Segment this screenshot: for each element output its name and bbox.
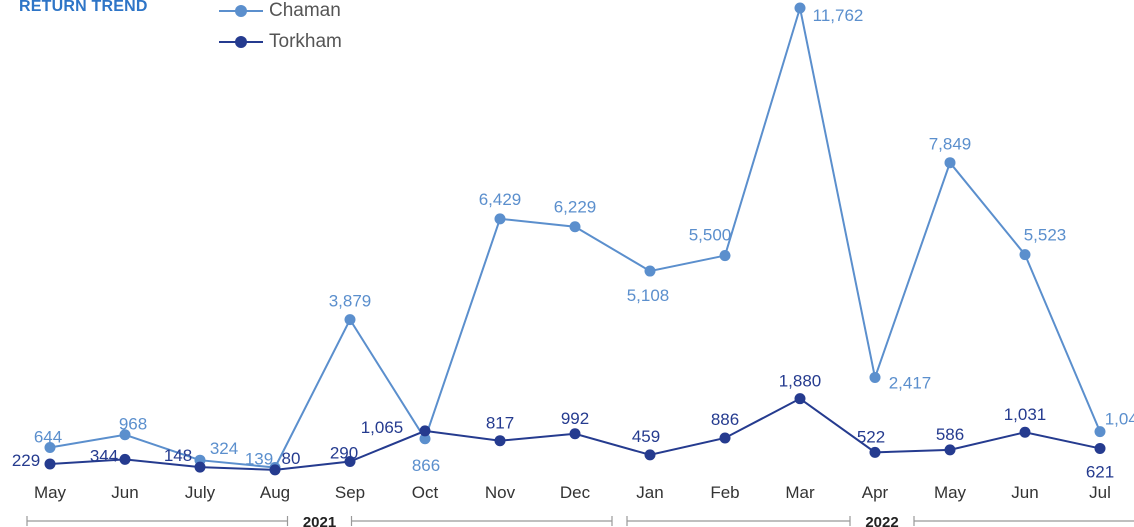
- x-tick-label: July: [185, 483, 216, 502]
- x-tick-label: Dec: [560, 483, 591, 502]
- data-label-torkham: 229: [12, 451, 40, 470]
- series-line-chaman: [49, 7, 1101, 469]
- data-label-torkham: 459: [632, 427, 660, 446]
- data-label-torkham: 992: [561, 409, 589, 428]
- data-point-torkham: [719, 432, 731, 444]
- data-point-torkham: [1094, 442, 1106, 454]
- data-label-chaman: 1,046: [1105, 410, 1134, 429]
- data-point-chaman: [1094, 426, 1106, 438]
- data-label-torkham: 148: [164, 446, 192, 465]
- data-point-torkham: [644, 449, 656, 461]
- data-point-torkham: [944, 444, 956, 456]
- data-label-chaman: 5,523: [1024, 226, 1067, 245]
- data-label-chaman: 324: [210, 439, 238, 458]
- data-point-torkham: [494, 435, 506, 447]
- year-label: 2022: [865, 514, 898, 527]
- data-point-chaman: [419, 433, 431, 445]
- data-point-torkham: [869, 446, 881, 458]
- data-label-torkham: 817: [486, 414, 514, 433]
- data-point-chaman: [569, 221, 581, 233]
- x-tick-label: Jun: [111, 483, 138, 502]
- data-point-chaman: [344, 314, 356, 326]
- year-label: 2021: [303, 514, 336, 527]
- x-tick-label: Jul: [1089, 483, 1111, 502]
- data-point-torkham: [44, 458, 56, 470]
- data-point-chaman: [119, 429, 131, 441]
- data-point-chaman: [719, 250, 731, 262]
- data-label-torkham: 1,880: [779, 372, 822, 391]
- data-point-torkham: [119, 453, 131, 465]
- x-tick-label: Jan: [636, 483, 663, 502]
- data-point-chaman: [1019, 249, 1031, 261]
- x-tick-label: Oct: [412, 483, 439, 502]
- data-label-chaman: 968: [119, 415, 147, 434]
- data-point-torkham: [1019, 426, 1031, 438]
- data-label-chaman: 6,229: [554, 198, 597, 217]
- data-label-chaman: 866: [412, 456, 440, 475]
- data-label-torkham: 80: [282, 449, 301, 468]
- data-label-chaman: 2,417: [889, 373, 932, 392]
- data-point-torkham: [344, 456, 356, 468]
- x-tick-label: May: [934, 483, 967, 502]
- data-label-chaman: 6,429: [479, 190, 522, 209]
- x-tick-label: Jun: [1011, 483, 1038, 502]
- data-label-chaman: 139: [245, 450, 273, 469]
- x-tick-label: Mar: [785, 483, 815, 502]
- data-point-torkham: [569, 428, 581, 440]
- legend-label-torkham: Torkham: [269, 31, 342, 52]
- data-point-chaman: [44, 442, 56, 454]
- data-point-torkham: [194, 461, 206, 473]
- data-point-chaman: [794, 2, 806, 14]
- data-label-torkham: 522: [857, 427, 885, 446]
- data-point-chaman: [869, 371, 881, 383]
- x-tick-label: May: [34, 483, 67, 502]
- data-label-torkham: 886: [711, 410, 739, 429]
- data-point-torkham: [419, 425, 431, 437]
- data-label-torkham: 1,065: [361, 418, 404, 437]
- x-tick-label: Feb: [710, 483, 739, 502]
- legend-swatch-torkham: [219, 36, 263, 48]
- legend-swatch-chaman: [219, 5, 263, 17]
- legend-label-chaman: Chaman: [269, 0, 341, 21]
- data-label-chaman: 7,849: [929, 135, 972, 154]
- data-label-torkham: 1,031: [1004, 405, 1047, 424]
- data-label-torkham: 290: [330, 444, 358, 463]
- x-tick-label: Aug: [260, 483, 290, 502]
- x-tick-label: Sep: [335, 483, 365, 502]
- data-point-chaman: [644, 265, 656, 277]
- legend-item-chaman: Chaman: [219, 0, 341, 24]
- chart-title: RETURN TREND: [19, 0, 148, 15]
- data-label-torkham: 344: [90, 446, 118, 465]
- data-label-torkham: 586: [936, 425, 964, 444]
- x-tick-label: Nov: [485, 483, 516, 502]
- data-label-torkham: 621: [1086, 462, 1114, 481]
- data-label-chaman: 5,500: [689, 226, 732, 245]
- data-point-torkham: [794, 393, 806, 405]
- x-tick-label: Apr: [862, 483, 889, 502]
- data-label-chaman: 3,879: [329, 292, 372, 311]
- data-label-chaman: 11,762: [813, 6, 864, 25]
- legend-item-torkham: Torkham: [219, 29, 342, 55]
- data-point-chaman: [944, 157, 956, 169]
- data-point-torkham: [269, 464, 281, 476]
- data-label-chaman: 644: [34, 428, 62, 447]
- data-label-chaman: 5,108: [627, 286, 670, 305]
- data-point-chaman: [494, 213, 506, 225]
